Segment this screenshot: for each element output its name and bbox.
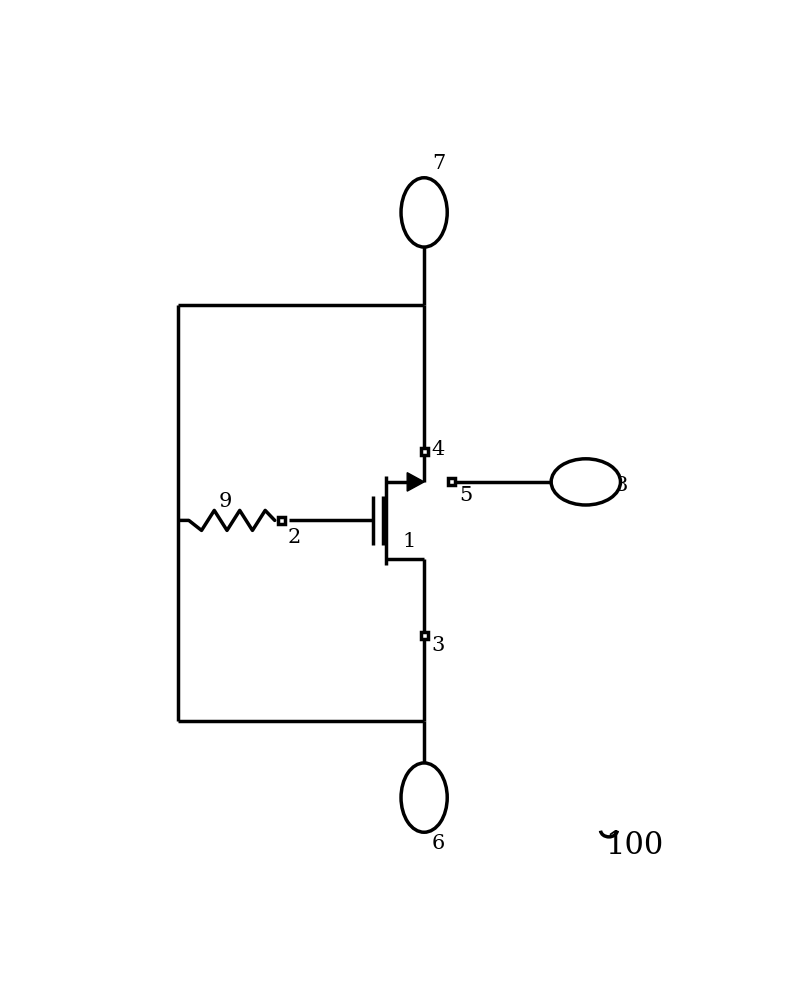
Text: 5: 5 <box>459 486 472 505</box>
Text: 9: 9 <box>218 492 231 511</box>
Ellipse shape <box>401 763 447 832</box>
Text: 4: 4 <box>432 440 445 459</box>
Text: 1: 1 <box>403 532 416 551</box>
Bar <box>278 517 285 524</box>
Bar <box>420 632 427 639</box>
Polygon shape <box>407 473 424 491</box>
Text: 2: 2 <box>288 528 301 547</box>
Bar <box>448 478 454 485</box>
Text: 3: 3 <box>432 636 446 655</box>
Bar <box>420 448 427 455</box>
Text: 8: 8 <box>615 476 628 495</box>
Text: 7: 7 <box>432 154 445 173</box>
Text: 6: 6 <box>432 834 445 853</box>
Ellipse shape <box>401 178 447 247</box>
Ellipse shape <box>551 459 620 505</box>
Text: 100: 100 <box>605 830 664 861</box>
